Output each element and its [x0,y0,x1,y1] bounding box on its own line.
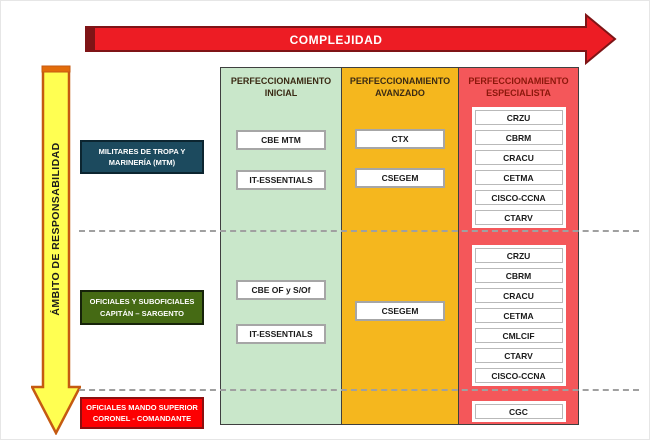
row-label-line2: MARINERÍA (MTM) [108,158,176,167]
course-box: CTARV [474,210,563,225]
course-group-avanzado-oficiales: CSEGEM [342,301,458,321]
course-group-avanzado-mtm: CTX CSEGEM [342,129,458,188]
course-box: CBE OF y S/Of [236,280,326,300]
complexity-label: COMPLEJIDAD [289,33,383,47]
course-group-especialista-oficiales: CRZU CBRM CRACU CETMA CMLCIF CTARV CISCO-CCNA [459,248,578,383]
column-header-line2: AVANZADO [375,88,425,99]
column-header-line2: INICIAL [264,88,298,99]
course-box: CBRM [474,130,563,145]
column-header-avanzado: PERFECCIONAMIENTO AVANZADO [342,68,458,99]
course-box: CRACU [474,150,563,165]
row-separator-dashed-top [79,230,639,232]
course-box: CMLCIF [474,328,563,343]
course-group-inicial-oficiales: CBE OF y S/Of IT-ESSENTIALS [221,280,341,344]
row-label-oficiales-suboficiales: OFICIALES Y SUBOFICIALES CAPITÁN – SARGE… [80,290,204,325]
row-label-line1: OFICIALES Y SUBOFICIALES [89,297,195,307]
course-box: CRZU [474,110,563,125]
row-label-tropa-marineria: MILITARES DE TROPA Y MARINERÍA (MTM) [80,140,204,174]
course-box: CETMA [474,308,563,323]
course-group-inicial-mtm: CBE MTM IT-ESSENTIALS [221,130,341,190]
column-perfeccionamiento-inicial: PERFECCIONAMIENTO INICIAL CBE MTM IT-ESSE… [220,67,342,425]
course-box: CISCO-CCNA [474,190,563,205]
course-box: CISCO-CCNA [474,368,563,383]
course-box: CBE MTM [236,130,326,150]
column-header-inicial: PERFECCIONAMIENTO INICIAL [221,68,341,99]
course-box: IT-ESSENTIALS [236,170,326,190]
complexity-arrow [85,13,617,65]
course-box: CETMA [474,170,563,185]
course-box: CSEGEM [355,301,445,321]
course-box: CRZU [474,248,563,263]
row-label-line2: CORONEL - COMANDANTE [92,414,192,423]
course-box: CTARV [474,348,563,363]
course-box: CSEGEM [355,168,445,188]
course-box: CGC [474,404,563,419]
row-separator-dashed-bottom [79,389,639,391]
row-label-mando-superior: OFICIALES MANDO SUPERIOR CORONEL - COMAN… [80,397,204,429]
column-header-line2: ESPECIALISTA [486,88,551,99]
course-group-especialista-mando: CGC [459,404,578,419]
row-label-line1: OFICIALES MANDO SUPERIOR [86,402,198,412]
column-header-line1: PERFECCIONAMIENTO [468,76,569,86]
column-header-line1: PERFECCIONAMIENTO [230,76,332,86]
responsibility-label: ÁMBITO DE RESPONSABILIDAD [50,142,62,316]
course-box: CBRM [474,268,563,283]
column-perfeccionamiento-avanzado: PERFECCIONAMIENTO AVANZADO CTX CSEGEM CSE… [341,67,459,425]
course-box: IT-ESSENTIALS [236,324,326,344]
column-perfeccionamiento-especialista: PERFECCIONAMIENTO ESPECIALISTA CRZU CBRM C… [458,67,579,425]
course-box: CRACU [474,288,563,303]
column-header-especialista: PERFECCIONAMIENTO ESPECIALISTA [459,68,578,99]
course-box: CTX [355,129,445,149]
course-group-especialista-mtm: CRZU CBRM CRACU CETMA CISCO-CCNA CTARV [459,110,578,225]
row-label-line1: MILITARES DE TROPA Y [98,146,186,156]
column-header-line1: PERFECCIONAMIENTO [349,76,451,86]
responsibility-arrow [31,65,81,435]
row-label-line2: CAPITÁN – SARGENTO [99,308,185,318]
